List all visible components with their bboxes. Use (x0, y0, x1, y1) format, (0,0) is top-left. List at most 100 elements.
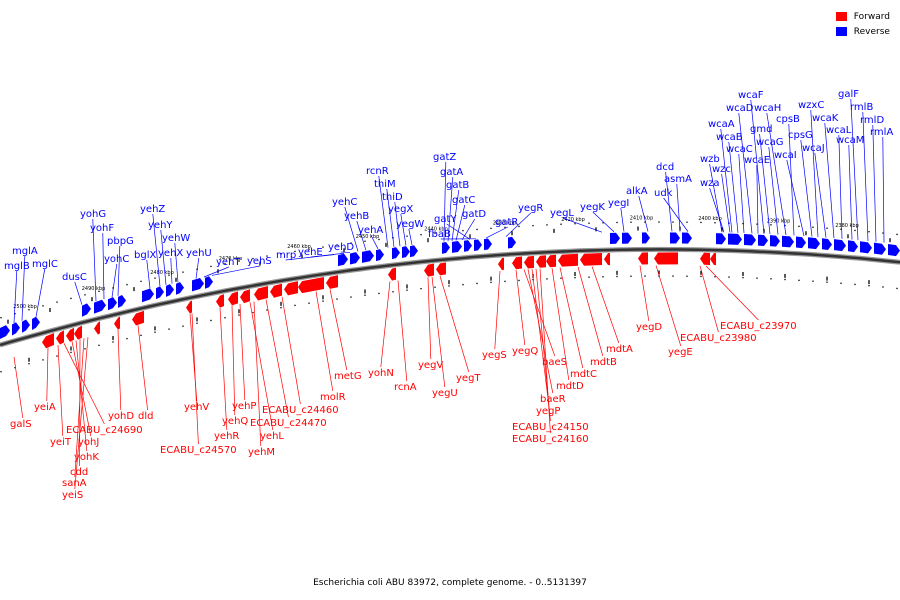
reverse-gene-arrow (108, 297, 117, 311)
reverse-leader-line (759, 133, 771, 235)
reverse-guide-dot (126, 283, 128, 286)
forward-leader-line (74, 337, 89, 490)
forward-leader-line (239, 304, 246, 401)
forward-guide-dot (798, 279, 800, 281)
gene-label-yohc: yohC (104, 254, 129, 265)
gene-label-cpsg: cpsG (788, 130, 813, 141)
reverse-gene-arrow (808, 237, 820, 250)
gene-label-ecabu-c23970: ECABU_c23970 (720, 321, 797, 332)
gene-label-mdta: mdtA (606, 344, 633, 355)
forward-leader-line (380, 281, 391, 368)
gene-label-wzc: wzc (712, 164, 731, 175)
gene-label-wcac: wcaC (726, 144, 753, 155)
reverse-leader-line (102, 232, 105, 300)
reverse-leader-line (592, 211, 615, 233)
gene-label-yegd: yegD (636, 322, 662, 333)
reverse-leader-line (195, 257, 200, 279)
reverse-guide-dot (854, 229, 856, 232)
reverse-gene-arrow (874, 242, 886, 255)
forward-gene-arrow (638, 252, 648, 265)
forward-gene-arrow (216, 294, 224, 308)
reverse-guide-dot (280, 253, 282, 255)
forward-leader-line (219, 307, 228, 431)
forward-guide-dot (420, 288, 422, 290)
forward-guide-dot (308, 302, 310, 304)
reverse-guide-dot (770, 224, 772, 226)
gene-label-yegl: yegL (550, 208, 574, 219)
forward-guide-dot (854, 283, 856, 286)
reverse-gene-arrow (860, 241, 872, 254)
reverse-leader-line (461, 218, 476, 241)
gene-label-yegt: yegT (456, 373, 481, 384)
gene-label-yeht: yehT (216, 257, 241, 268)
reverse-leader-line (676, 183, 681, 232)
gene-label-dcd: dcd (656, 162, 674, 173)
reverse-gene-arrow (32, 316, 40, 330)
forward-leader-line (71, 341, 92, 437)
reverse-leader-line (800, 139, 813, 237)
legend-forward-label: Forward (853, 11, 890, 22)
reverse-guide-dot (742, 222, 744, 225)
forward-guide-dot (896, 287, 898, 290)
gene-label-gals: galS (10, 419, 32, 430)
reverse-leader-line (446, 223, 471, 240)
reverse-leader-line (21, 255, 26, 321)
forward-leader-line (329, 289, 348, 371)
legend: Forward Reverse (835, 9, 890, 39)
gene-label-wzb: wzb (700, 154, 720, 165)
reverse-gene-arrow (376, 249, 384, 262)
gene-label-bglx: bglX (134, 250, 156, 261)
gene-label-yehd: yehD (328, 242, 354, 253)
reverse-guide-dot (518, 225, 520, 228)
forward-guide-dot (98, 344, 100, 346)
forward-leader-line (494, 270, 501, 350)
forward-leader-line (527, 269, 554, 394)
reverse-leader-line (810, 109, 819, 238)
reverse-guide-dot (140, 280, 142, 283)
reverse-guide-dot (406, 235, 408, 237)
gene-label-yege: yegE (668, 347, 693, 358)
forward-leader-line (531, 268, 550, 406)
reverse-guide-dot (588, 222, 590, 224)
gene-label-galf: galF (838, 89, 859, 100)
reverse-leader-line (35, 268, 46, 317)
scale-tick-label: 2410 kbp (630, 215, 654, 221)
reverse-guide-dot (322, 246, 324, 248)
gene-label-udk: udk (654, 188, 673, 199)
reverse-leader-line (386, 188, 395, 247)
gene-label-thid: thiD (382, 192, 403, 203)
reverse-leader-line (394, 201, 401, 247)
reverse-guide-dot (462, 229, 464, 232)
forward-leader-line (705, 265, 759, 321)
reverse-leader-line (872, 124, 877, 242)
reverse-leader-line (152, 213, 161, 287)
reverse-gene-arrow (392, 247, 400, 260)
reverse-leader-line (117, 245, 121, 296)
reverse-leader-line (850, 98, 859, 241)
reverse-leader-line (505, 212, 532, 237)
forward-guide-dot (70, 351, 72, 354)
reverse-leader-line (408, 228, 413, 245)
reverse-guide-dot (168, 274, 170, 276)
gene-label-fbab: fbaB (428, 229, 451, 240)
forward-gene-arrow (74, 325, 82, 340)
gene-label-thim: thiM (374, 179, 396, 190)
forward-leader-line (231, 305, 236, 416)
forward-guide-dot (490, 281, 492, 284)
gene-label-yehq: yehQ (222, 416, 248, 427)
forward-leader-line (249, 302, 274, 431)
scale-tick-label: 2500 kbp (13, 304, 37, 310)
gene-label-ecabu-c24690: ECABU_c24690 (66, 425, 143, 436)
reverse-leader-line (370, 234, 379, 249)
reverse-leader-line (709, 187, 725, 233)
reverse-leader-line (344, 206, 359, 252)
gene-label-rmla: rmlA (870, 127, 893, 138)
reverse-gene-arrow (716, 233, 726, 245)
reverse-guide-dot (546, 224, 548, 226)
forward-gene-arrow (546, 254, 556, 268)
forward-gene-arrow (114, 316, 120, 330)
reverse-guide-dot (84, 294, 86, 296)
reverse-guide-dot (224, 263, 226, 265)
forward-guide-dot (224, 317, 226, 319)
gene-label-wcah: wcaH (754, 103, 781, 114)
